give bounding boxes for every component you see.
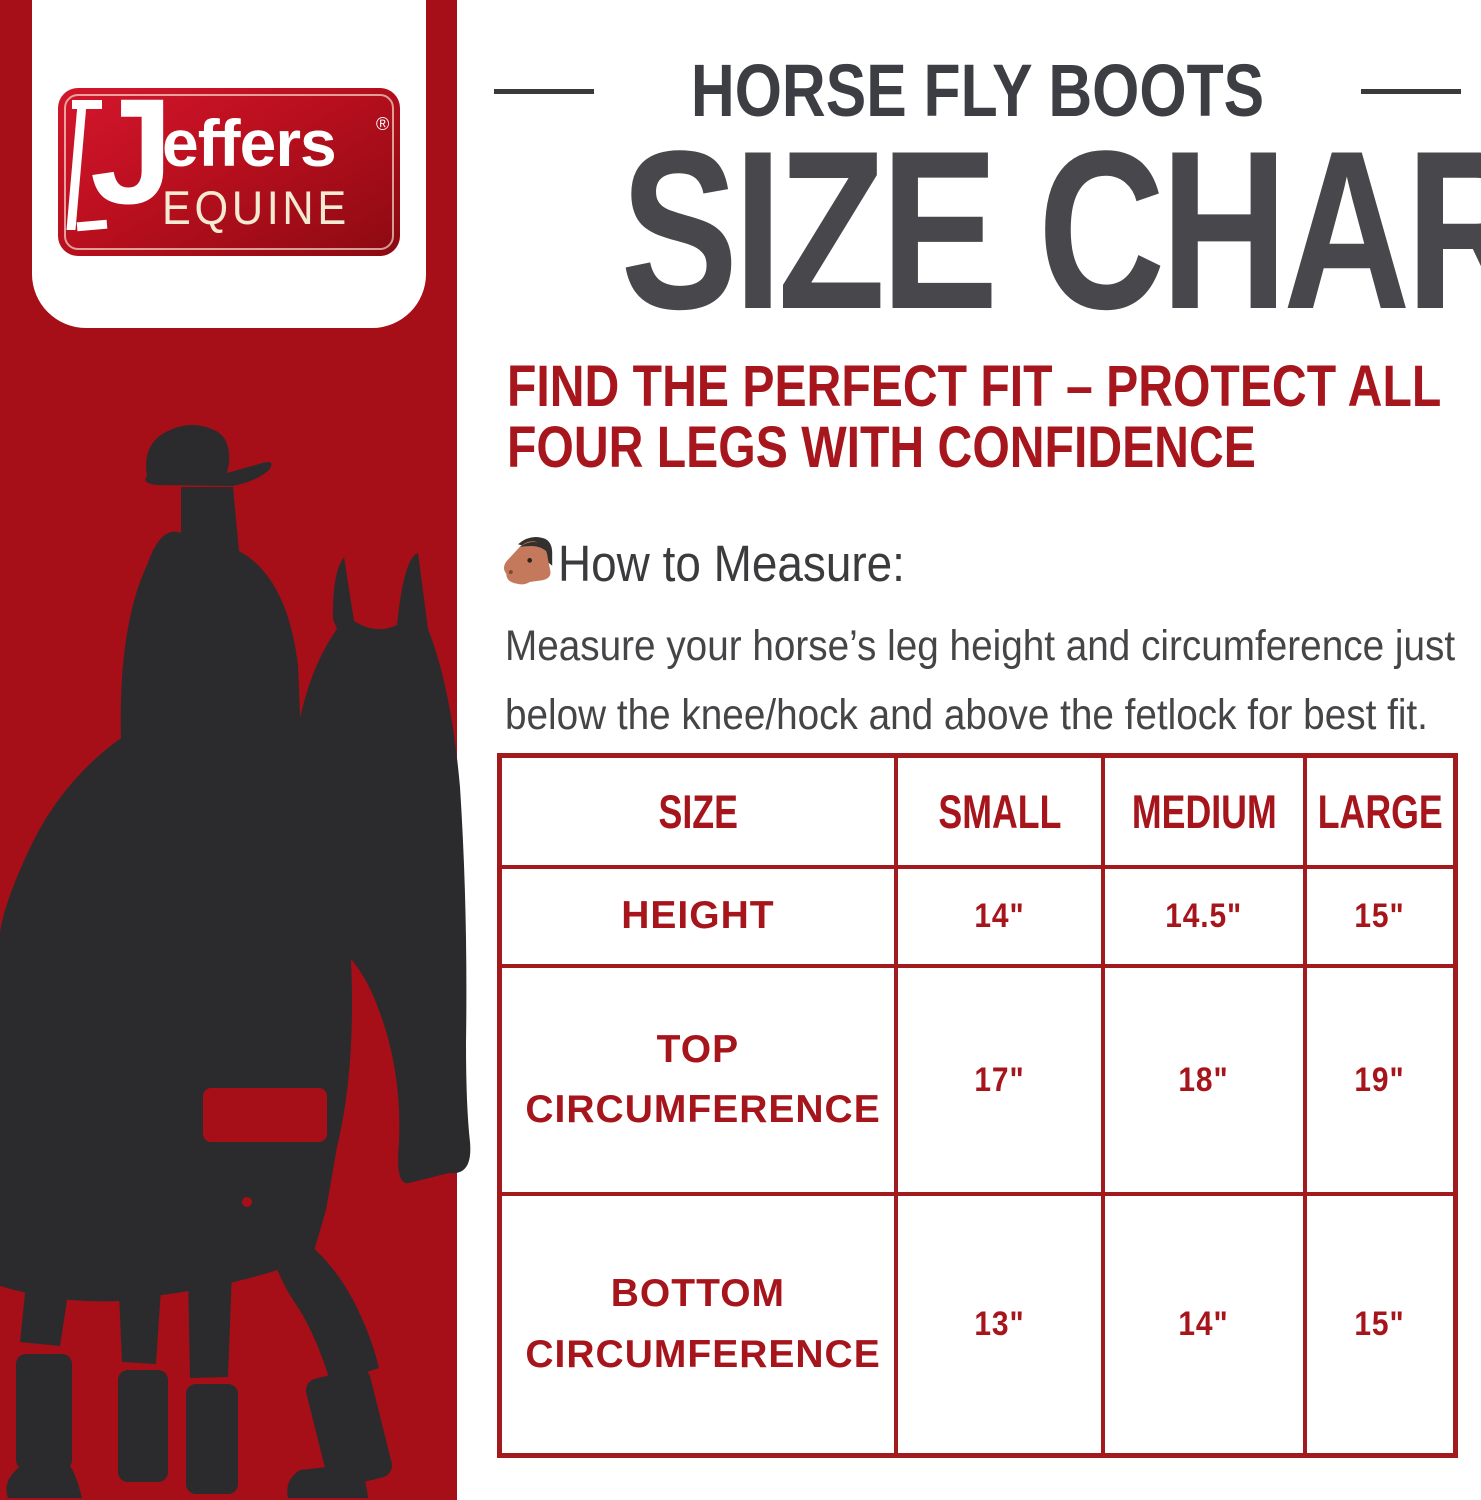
eyebrow-row: HORSE FLY BOOTS: [490, 48, 1465, 134]
table-row-label-height: HEIGHT: [502, 865, 894, 964]
table-cell-height-large: 15": [1302, 865, 1453, 964]
tagline: FIND THE PERFECT FIT – PROTECT ALL FOUR …: [507, 356, 1481, 479]
page-title: SIZE CHART: [620, 103, 1481, 356]
horse-head-icon: [503, 536, 553, 584]
horse-body-shape: [0, 553, 471, 1302]
table-cell-bottom-medium: 14": [1101, 1192, 1303, 1453]
table-cell-bottom-large: 15": [1302, 1192, 1453, 1453]
table-row-label-bottom-circumference: BOTTOM CIRCUMFERENCE: [502, 1192, 894, 1453]
table-cell-top-large: 19": [1302, 964, 1453, 1192]
jeffers-logo: J effers ® EQUINE: [58, 76, 400, 256]
how-to-measure-heading: How to Measure:: [500, 534, 944, 593]
title-dash-right: [1361, 88, 1462, 94]
cowboy-horse-silhouette: [0, 424, 471, 1498]
size-table: SIZE SMALL MEDIUM LARGE HEIGHT 14" 14.5"…: [497, 753, 1458, 1458]
title-dash-left: [493, 88, 594, 94]
instructions-line-1: Measure your horse’s leg height and circ…: [505, 622, 1456, 670]
table-cell-top-small: 17": [893, 964, 1102, 1192]
logo-bracket-icon: [66, 104, 87, 230]
table-header-large: LARGE: [1302, 758, 1453, 865]
tagline-line-1: FIND THE PERFECT FIT – PROTECT ALL: [507, 354, 1442, 419]
logo-letter-j: J: [90, 67, 174, 235]
table-header-medium: MEDIUM: [1101, 758, 1303, 865]
logo-wordmark: effers: [162, 106, 337, 180]
instructions-line-2: below the knee/hock and above the fetloc…: [505, 690, 1428, 739]
tagline-line-2: FOUR LEGS WITH CONFIDENCE: [507, 415, 1256, 481]
measure-instructions: Measure your horse’s leg height and circ…: [505, 612, 1481, 750]
table-cell-top-medium: 18": [1101, 964, 1303, 1192]
product-name: HORSE FLY BOOTS: [690, 49, 1265, 132]
table-cell-height-medium: 14.5": [1101, 865, 1303, 964]
logo-bracket-icon: [72, 100, 102, 109]
rider-shape: [120, 487, 301, 740]
table-cell-bottom-small: 13": [893, 1192, 1102, 1453]
registered-mark: ®: [376, 114, 390, 134]
brand-logo-card: J effers ® EQUINE: [32, 0, 426, 328]
table-cell-height-small: 14": [893, 865, 1102, 964]
table-header-size: SIZE: [658, 785, 738, 838]
cowboy-hat-shape: [145, 424, 272, 486]
logo-sub-label: EQUINE: [162, 181, 350, 234]
table-row-label-top-circumference: TOP CIRCUMFERENCE: [502, 964, 894, 1192]
table-header-small: SMALL: [893, 758, 1101, 865]
how-to-measure-label: How to Measure:: [558, 535, 905, 592]
